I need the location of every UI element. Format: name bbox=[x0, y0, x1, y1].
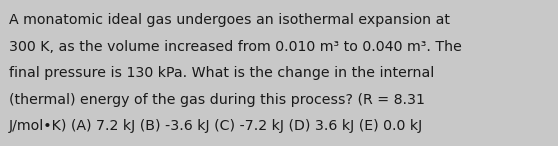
Text: A monatomic ideal gas undergoes an isothermal expansion at: A monatomic ideal gas undergoes an isoth… bbox=[9, 13, 450, 27]
Text: (thermal) energy of the gas during this process? (R = 8.31: (thermal) energy of the gas during this … bbox=[9, 93, 425, 107]
Text: 300 K, as the volume increased from 0.010 m³ to 0.040 m³. The: 300 K, as the volume increased from 0.01… bbox=[9, 40, 462, 54]
Text: J/mol•K) (A) 7.2 kJ (B) -3.6 kJ (C) -7.2 kJ (D) 3.6 kJ (E) 0.0 kJ: J/mol•K) (A) 7.2 kJ (B) -3.6 kJ (C) -7.2… bbox=[9, 119, 423, 133]
Text: final pressure is 130 kPa. What is the change in the internal: final pressure is 130 kPa. What is the c… bbox=[9, 66, 434, 80]
